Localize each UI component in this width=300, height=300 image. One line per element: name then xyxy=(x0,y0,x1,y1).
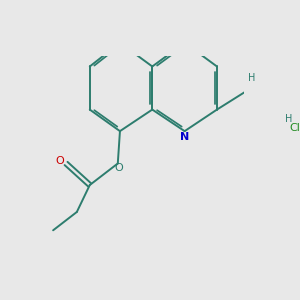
Text: H: H xyxy=(248,73,256,83)
Text: O: O xyxy=(56,156,64,166)
Text: Cl: Cl xyxy=(290,123,300,133)
Text: N: N xyxy=(180,131,189,142)
Text: O: O xyxy=(115,163,123,172)
Text: H: H xyxy=(285,114,292,124)
